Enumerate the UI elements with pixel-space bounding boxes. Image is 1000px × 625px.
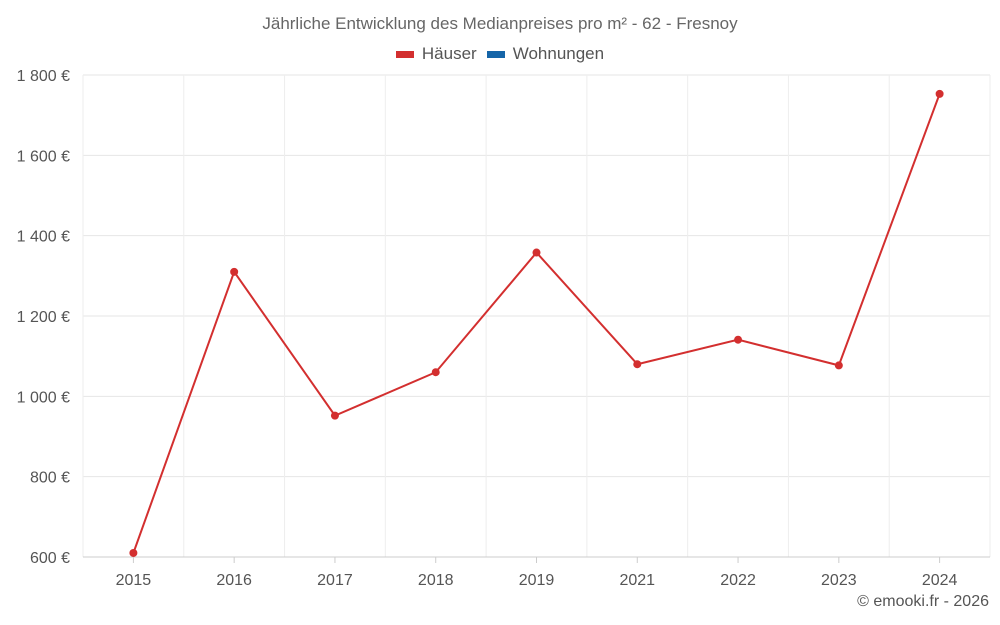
x-tick-label: 2024 — [922, 572, 958, 589]
x-tick-label: 2018 — [418, 572, 454, 589]
y-tick-label: 800 € — [30, 470, 70, 487]
chart-title: Jährliche Entwicklung des Medianpreises … — [262, 14, 738, 33]
legend-swatch-houses — [395, 50, 414, 58]
data-point — [734, 335, 743, 344]
data-point — [330, 411, 339, 420]
y-tick-label: 1 000 € — [17, 389, 70, 406]
legend-item-houses[interactable]: Häuser — [395, 44, 477, 64]
data-point — [129, 548, 138, 557]
legend-swatch-apartments — [486, 50, 505, 58]
x-tick-label: 2023 — [821, 572, 857, 589]
x-tick-label: 2019 — [519, 572, 555, 589]
y-tick-label: 1 800 € — [17, 68, 70, 85]
x-tick-label: 2015 — [116, 572, 152, 589]
y-tick-label: 600 € — [30, 550, 70, 567]
legend-item-apartments[interactable]: Wohnungen — [486, 44, 605, 64]
data-point — [532, 248, 541, 257]
y-tick-label: 1 600 € — [17, 148, 70, 165]
x-tick-label: 2021 — [619, 572, 655, 589]
data-point — [230, 267, 239, 276]
x-tick-label: 2022 — [720, 572, 756, 589]
series-line-0 — [132, 93, 941, 554]
y-tick-label: 1 200 € — [17, 309, 70, 326]
data-point — [633, 360, 642, 369]
y-tick-label: 1 400 € — [17, 229, 70, 246]
legend-label-houses: Häuser — [421, 44, 477, 63]
x-tick-label: 2016 — [216, 572, 252, 589]
data-point — [431, 368, 440, 377]
chart-legend: Häuser Wohnungen — [0, 44, 1000, 64]
data-point — [834, 361, 843, 370]
legend-label-apartments: Wohnungen — [512, 44, 605, 63]
data-point — [935, 89, 944, 98]
copyright-credit: © emooki.fr - 2026 — [857, 593, 989, 610]
x-tick-label: 2017 — [317, 572, 353, 589]
